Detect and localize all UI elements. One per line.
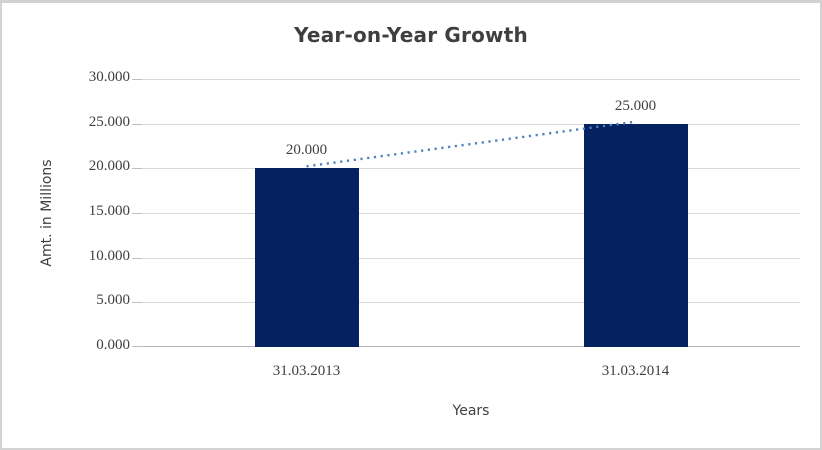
gridline (142, 258, 800, 259)
chart-title: Year-on-Year Growth (294, 23, 528, 47)
gridline (142, 213, 800, 214)
y-axis-tick (132, 213, 142, 214)
y-tick-label: 20.000 (88, 158, 130, 174)
x-tick-label: 31.03.2013 (272, 363, 341, 379)
y-axis-tick (132, 346, 142, 347)
y-tick-label: 5.000 (96, 292, 130, 308)
bar (583, 124, 688, 347)
plot-area (142, 79, 800, 347)
bar (254, 168, 359, 347)
x-tick-label: 31.03.2014 (601, 363, 670, 379)
x-axis-line (142, 346, 800, 347)
y-tick-label: 25.000 (88, 114, 130, 130)
gridline (142, 302, 800, 303)
gridline (142, 124, 800, 125)
bar-value-label: 25.000 (614, 97, 657, 114)
y-tick-label: 10.000 (88, 248, 130, 264)
y-tick-label: 30.000 (88, 69, 130, 85)
trendline (306, 120, 636, 168)
y-axis-tick (132, 79, 142, 80)
gridline (142, 79, 800, 80)
x-axis-title: Years (452, 403, 490, 419)
bar-value-label: 20.000 (285, 142, 328, 159)
gridline (142, 168, 800, 169)
y-axis-tick (132, 124, 142, 125)
y-tick-label: 0.000 (96, 337, 130, 353)
y-axis-tick (132, 258, 142, 259)
y-axis-tick (132, 302, 142, 303)
y-axis-tick (132, 168, 142, 169)
y-tick-label: 15.000 (88, 203, 130, 219)
